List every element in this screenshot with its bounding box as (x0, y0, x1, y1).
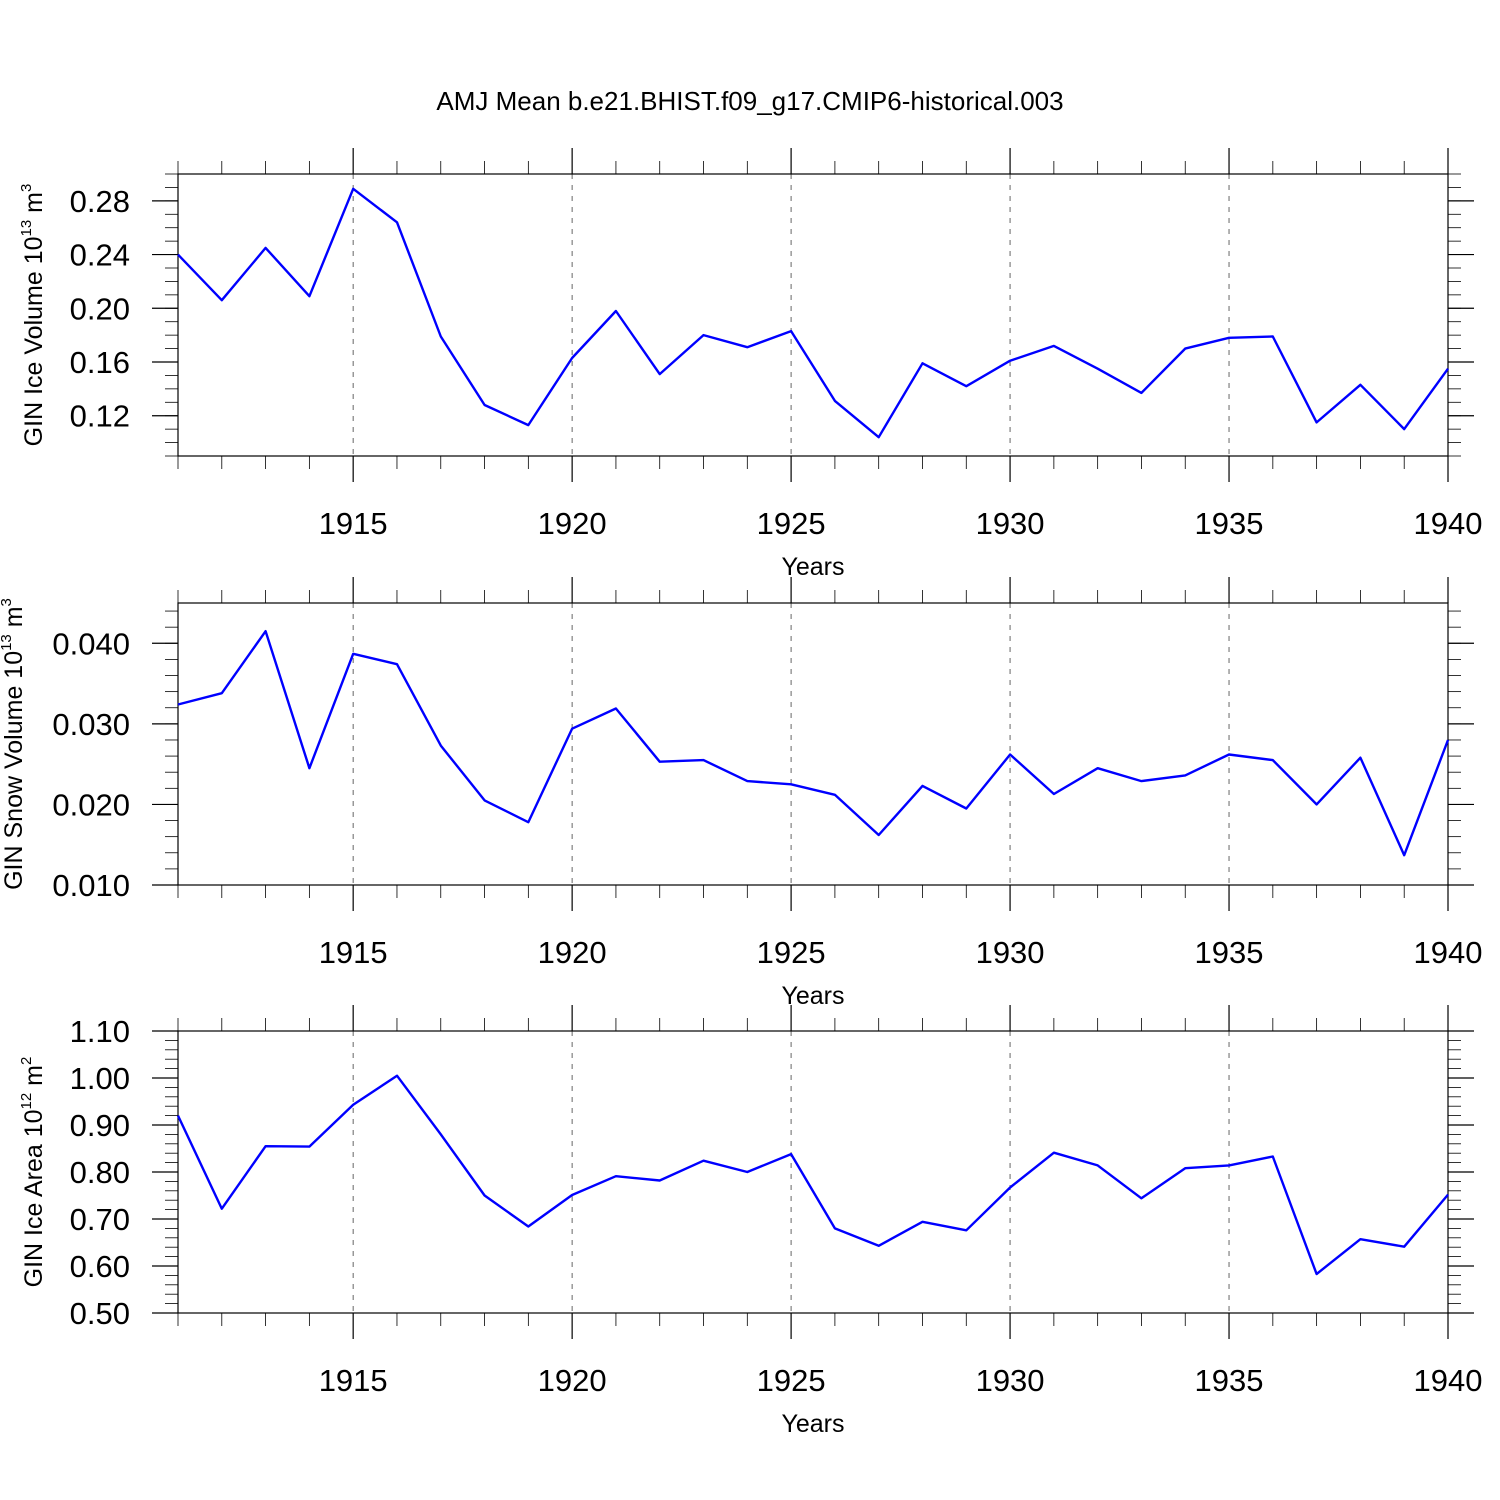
x-tick-label: 1925 (757, 935, 826, 970)
y-tick-label: 0.24 (70, 238, 130, 273)
y-tick-label: 0.040 (52, 626, 130, 661)
plot-frame (177, 173, 1449, 457)
series-line-3 (176, 1074, 1449, 1276)
y-tick-label: 0.80 (70, 1155, 130, 1190)
x-axis-label: Years (781, 1410, 844, 1438)
y-axis-label: GIN Ice Volume 1013 m3 (18, 184, 48, 447)
x-tick-label: 1930 (976, 506, 1045, 541)
y-tick-label: 0.50 (70, 1296, 130, 1331)
x-tick-label: 1925 (757, 506, 826, 541)
chart-title: AMJ Mean b.e21.BHIST.f09_g17.CMIP6-histo… (436, 86, 1063, 116)
y-tick-label: 0.010 (52, 868, 130, 903)
x-axis-label: Years (781, 553, 844, 581)
x-tick-label: 1925 (757, 1363, 826, 1398)
x-tick-label: 1930 (976, 1363, 1045, 1398)
y-tick-label: 1.10 (70, 1014, 130, 1049)
plot-frame (177, 1030, 1449, 1314)
panel-3: 1915 1920 1925 1930 1935 1940 0.50 0.60 0.70 0.80… (18, 1005, 1482, 1438)
y-tick-label: 0.70 (70, 1202, 130, 1237)
y-tick-label: 0.16 (70, 345, 130, 380)
x-tick-label: 1920 (538, 506, 607, 541)
y-tick-label: 0.020 (52, 787, 130, 822)
y-axis-label: GIN Ice Area 1012 m2 (18, 1057, 48, 1288)
y-tick-label: 0.60 (70, 1249, 130, 1284)
x-tick-label: 1940 (1414, 1363, 1483, 1398)
x-axis-label: Years (781, 982, 844, 1010)
x-tick-label: 1935 (1195, 506, 1264, 541)
series-line-1 (177, 187, 1449, 439)
y-tick-label: 0.030 (52, 707, 130, 742)
x-tick-label: 1935 (1195, 935, 1264, 970)
x-tick-label: 1940 (1414, 935, 1483, 970)
plot-frame (177, 602, 1449, 886)
x-tick-label: 1930 (976, 935, 1045, 970)
x-tick-label: 1915 (319, 935, 388, 970)
x-tick-label: 1935 (1195, 1363, 1264, 1398)
x-tick-label: 1940 (1414, 506, 1483, 541)
y-tick-label: 0.12 (70, 399, 130, 434)
series-line-2 (177, 630, 1450, 857)
x-tick-label: 1920 (538, 1363, 607, 1398)
y-axis-label: GIN Snow Volume 1013 m3 (0, 598, 28, 890)
y-tick-label: 0.90 (70, 1108, 130, 1143)
x-tick-label: 1920 (538, 935, 607, 970)
x-tick-label: 1915 (319, 1363, 388, 1398)
panel-2: 1915 1920 1925 1930 1935 1940 0.010 0.020 0.030 0… (0, 577, 1482, 1010)
y-tick-label: 0.20 (70, 291, 130, 326)
y-tick-label: 1.00 (70, 1061, 130, 1096)
y-tick-label: 0.28 (70, 184, 130, 219)
panel-1: 1915 1920 1925 1930 1935 1940 0.12 0.16 0.20 0.24… (18, 148, 1482, 581)
x-tick-label: 1915 (319, 506, 388, 541)
